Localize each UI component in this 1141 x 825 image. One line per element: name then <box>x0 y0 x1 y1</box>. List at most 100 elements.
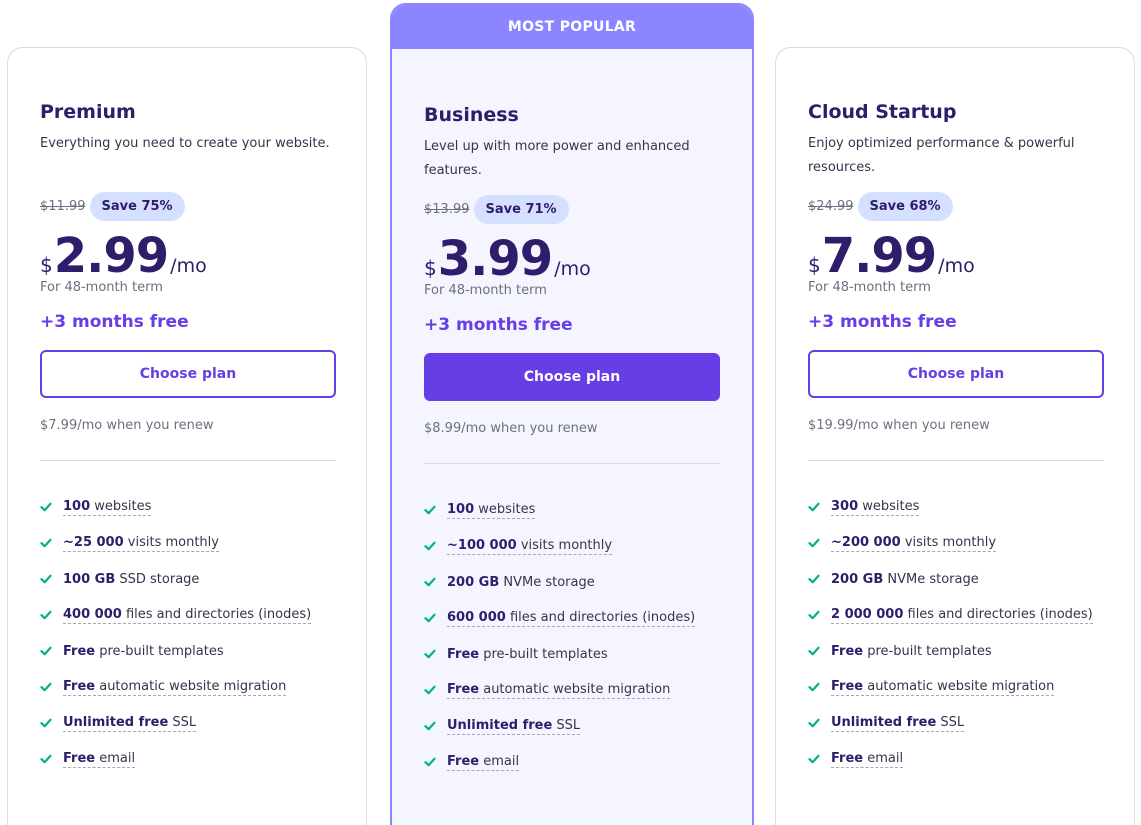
feature-text: Free pre-built templates <box>447 647 608 662</box>
feature-item: Unlimited free SSL <box>424 708 720 744</box>
divider <box>40 460 336 461</box>
feature-highlight: ~25 000 <box>63 534 124 550</box>
price-currency: $ <box>40 253 53 277</box>
price: $ 2.99 /mo <box>40 228 334 284</box>
feature-highlight: Free <box>831 750 864 766</box>
check-icon <box>424 613 436 623</box>
feature-item: Free automatic website migration <box>424 672 720 708</box>
feature-label: visits monthly <box>900 534 997 550</box>
feature-item: 100 GB SSD storage <box>40 561 334 597</box>
check-icon <box>808 646 820 656</box>
feature-item: Free email <box>40 741 334 777</box>
feature-item: Unlimited free SSL <box>808 705 1102 741</box>
check-icon <box>424 721 436 731</box>
price-term: For 48-month term <box>40 280 163 295</box>
feature-text: 200 GB NVMe storage <box>447 575 595 590</box>
renew-price: $7.99/mo when you renew <box>40 418 214 433</box>
feature-item: Free automatic website migration <box>808 669 1102 705</box>
check-icon <box>424 649 436 659</box>
feature-text[interactable]: Free automatic website migration <box>447 681 671 699</box>
choose-plan-button[interactable]: Choose plan <box>808 350 1104 398</box>
discount-row: $11.99 Save 75% <box>40 190 334 222</box>
feature-item: ~200 000 visits monthly <box>808 525 1102 561</box>
feature-list: 100 websites ~100 000 visits monthly 200 G… <box>424 492 720 780</box>
feature-label: email <box>95 750 136 766</box>
plan-card-premium: Premium Everything you need to create yo… <box>7 47 367 825</box>
free-months: +3 months free <box>424 315 573 335</box>
feature-text: 100 GB SSD storage <box>63 572 199 587</box>
feature-highlight: Free <box>63 750 96 766</box>
feature-label: visits monthly <box>516 537 613 553</box>
plan-card-cloud-startup: Cloud Startup Enjoy optimized performanc… <box>775 47 1135 825</box>
check-icon <box>808 502 820 512</box>
feature-item: 200 GB NVMe storage <box>424 564 720 600</box>
choose-plan-button[interactable]: Choose plan <box>40 350 336 398</box>
feature-highlight: Free <box>831 678 864 694</box>
feature-text[interactable]: Unlimited free SSL <box>831 714 965 732</box>
old-price: $11.99 <box>40 198 86 214</box>
check-icon <box>40 646 52 656</box>
check-icon <box>424 685 436 695</box>
feature-label: email <box>479 753 520 769</box>
price-term: For 48-month term <box>808 280 931 295</box>
feature-item: 300 websites <box>808 489 1102 525</box>
price-currency: $ <box>808 253 821 277</box>
plan-title: Business <box>424 104 519 126</box>
feature-text[interactable]: Unlimited free SSL <box>63 714 197 732</box>
feature-label: SSD storage <box>115 571 200 587</box>
feature-label: automatic website migration <box>95 678 287 694</box>
feature-text[interactable]: 2 000 000 files and directories (inodes) <box>831 607 1093 624</box>
feature-text[interactable]: Free email <box>831 750 904 768</box>
discount-row: $24.99 Save 68% <box>808 190 1102 222</box>
feature-text[interactable]: Free email <box>447 753 520 771</box>
feature-label: websites <box>90 498 152 514</box>
feature-text[interactable]: ~100 000 visits monthly <box>447 537 613 555</box>
feature-highlight: 600 000 <box>447 609 506 625</box>
feature-label: email <box>863 750 904 766</box>
feature-item: 2 000 000 files and directories (inodes) <box>808 597 1102 633</box>
feature-text[interactable]: ~200 000 visits monthly <box>831 534 997 552</box>
price-period: /mo <box>554 258 591 280</box>
feature-text[interactable]: Unlimited free SSL <box>447 718 581 735</box>
free-months: +3 months free <box>808 312 957 332</box>
feature-highlight: Unlimited free <box>63 714 169 730</box>
feature-highlight: Free <box>447 646 480 662</box>
plan-card-business: MOST POPULAR Business Level up with more… <box>390 3 754 825</box>
feature-label: visits monthly <box>123 534 219 550</box>
feature-label: automatic website migration <box>863 678 1055 694</box>
feature-text[interactable]: Free automatic website migration <box>831 678 1055 696</box>
price-currency: $ <box>424 256 437 280</box>
feature-item: ~25 000 visits monthly <box>40 525 334 561</box>
feature-text[interactable]: 400 000 files and directories (inodes) <box>63 607 312 624</box>
feature-label: SSL <box>936 714 965 730</box>
plan-title: Premium <box>40 101 136 123</box>
check-icon <box>40 502 52 512</box>
renew-price: $19.99/mo when you renew <box>808 418 990 433</box>
check-icon <box>808 718 820 728</box>
feature-label: automatic website migration <box>479 681 671 697</box>
feature-item: Unlimited free SSL <box>40 705 334 741</box>
check-icon <box>424 757 436 767</box>
feature-text: Free pre-built templates <box>63 644 224 659</box>
feature-text[interactable]: Free automatic website migration <box>63 678 287 696</box>
plan-description: Level up with more power and enhanced fe… <box>424 139 690 178</box>
choose-plan-button[interactable]: Choose plan <box>424 353 720 401</box>
feature-item: ~100 000 visits monthly <box>424 528 720 564</box>
check-icon <box>40 718 52 728</box>
feature-highlight: ~200 000 <box>831 534 901 550</box>
feature-text[interactable]: 100 websites <box>447 502 536 519</box>
feature-text[interactable]: Free email <box>63 750 136 768</box>
feature-text[interactable]: 600 000 files and directories (inodes) <box>447 609 696 627</box>
feature-text[interactable]: 300 websites <box>831 499 920 516</box>
feature-item: 400 000 files and directories (inodes) <box>40 597 334 633</box>
feature-highlight: 100 <box>63 498 91 514</box>
feature-text[interactable]: ~25 000 visits monthly <box>63 535 219 552</box>
price-amount: 2.99 <box>53 228 169 284</box>
feature-label: files and directories (inodes) <box>505 609 696 625</box>
price: $ 7.99 /mo <box>808 228 1102 284</box>
feature-label: pre-built templates <box>863 643 992 659</box>
check-icon <box>40 754 52 764</box>
feature-text[interactable]: 100 websites <box>63 498 152 516</box>
feature-label: files and directories (inodes) <box>903 606 1093 622</box>
